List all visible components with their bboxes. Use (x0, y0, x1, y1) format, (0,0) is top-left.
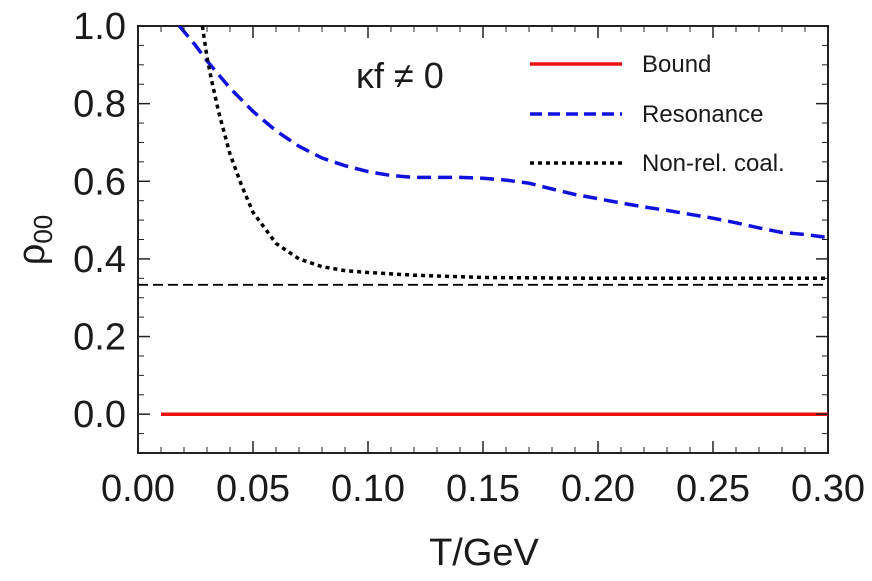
x-tick-label: 0.00 (101, 468, 175, 510)
annotation: κf ≠ 0 (356, 55, 444, 96)
x-tick-label: 0.15 (446, 468, 520, 510)
y-tick-label: 0.0 (73, 394, 126, 436)
x-tick-label: 0.05 (216, 468, 290, 510)
y-tick-label: 0.6 (73, 161, 126, 203)
series-layer (138, 26, 828, 416)
y-tick-label: 0.8 (73, 84, 126, 126)
legend: Bound Resonance Non-rel. coal. (530, 51, 785, 177)
y-tick-label: 0.2 (73, 317, 126, 359)
legend-label-nonrel: Non-rel. coal. (642, 150, 785, 177)
y-tick-label: 1.0 (73, 6, 126, 48)
y-axis-label: ρ00 (11, 215, 58, 266)
series-line-resonance (178, 26, 828, 240)
plot-frame (137, 25, 829, 454)
x-tick-label: 0.10 (331, 468, 405, 510)
x-axis-label: T/GeV (429, 532, 539, 574)
x-tick-label: 0.20 (561, 468, 635, 510)
plot-frame-layer (137, 25, 829, 454)
ticks-layer: 0.00 0.05 0.10 0.15 0.20 0.25 0.30 0.0 0.2 0.4 0.6… (73, 6, 865, 510)
x-tick-label: 0.25 (676, 468, 750, 510)
x-tick-label: 0.30 (791, 468, 865, 510)
legend-label-bound: Bound (642, 51, 711, 78)
y-tick-label: 0.4 (73, 239, 126, 281)
legend-label-resonance: Resonance (642, 101, 763, 128)
